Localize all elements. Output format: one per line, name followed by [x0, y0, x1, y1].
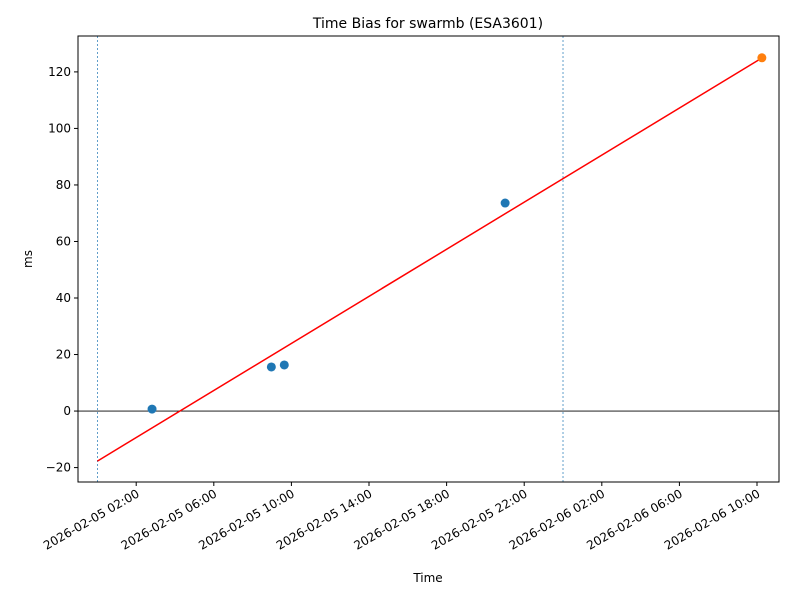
fit-line [97, 57, 763, 462]
data-point [147, 404, 157, 414]
data-point [266, 362, 276, 372]
y-tick-label: −20 [46, 461, 71, 475]
y-tick-label: 40 [56, 291, 71, 305]
x-axis-label: Time [412, 571, 442, 585]
chart-title: Time Bias for swarmb (ESA3601) [312, 16, 543, 32]
data-point [279, 360, 289, 370]
y-tick-label: 0 [63, 404, 71, 418]
plot-frame [77, 35, 780, 483]
data-point [500, 198, 510, 208]
y-tick-label: 100 [48, 121, 71, 135]
data-point [757, 53, 767, 63]
y-tick-label: 20 [56, 348, 71, 362]
y-tick-label: 60 [56, 234, 71, 248]
y-axis-label: ms [21, 250, 35, 268]
y-tick-label: 120 [48, 65, 71, 79]
y-tick-label: 80 [56, 178, 71, 192]
